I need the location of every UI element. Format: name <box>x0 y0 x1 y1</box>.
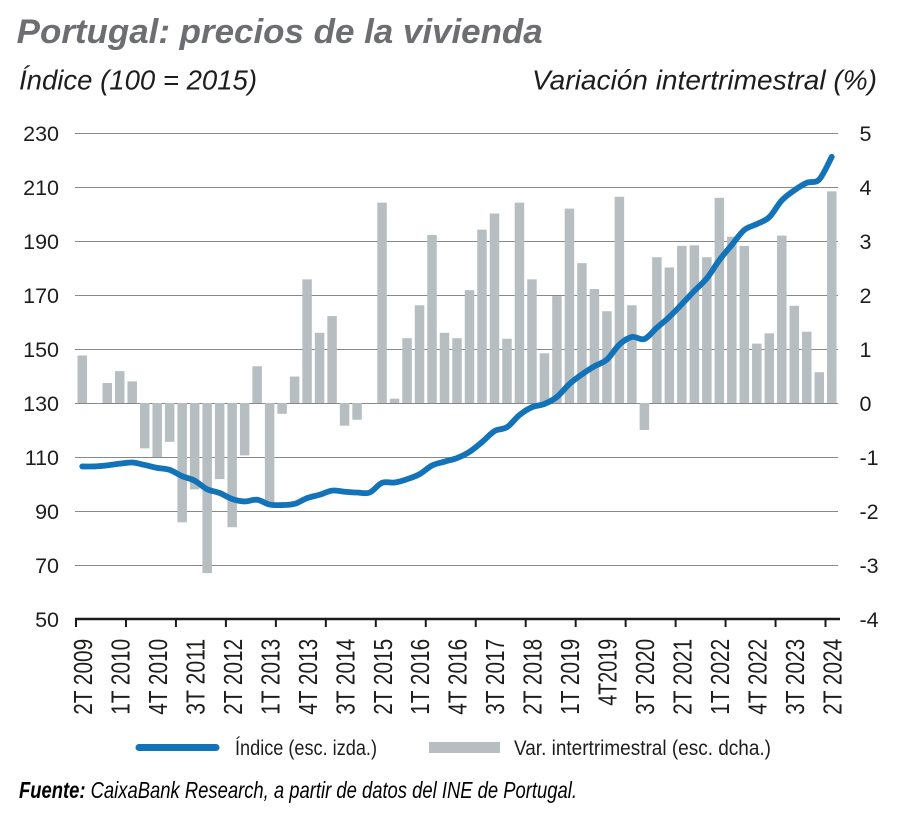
svg-text:130: 130 <box>23 392 59 416</box>
svg-text:1: 1 <box>860 338 872 362</box>
svg-text:4T 2022: 4T 2022 <box>743 639 773 715</box>
svg-text:2T 2009: 2T 2009 <box>68 639 98 715</box>
svg-text:2T 2024: 2T 2024 <box>817 639 847 715</box>
svg-text:Var. intertrimestral (esc. dch: Var. intertrimestral (esc. dcha.) <box>514 737 771 760</box>
svg-text:3: 3 <box>860 230 872 254</box>
svg-text:4T2019: 4T2019 <box>593 639 623 706</box>
svg-text:4T 2016: 4T 2016 <box>443 639 473 715</box>
svg-text:1T 2013: 1T 2013 <box>255 639 285 715</box>
svg-text:3T 2017: 3T 2017 <box>480 639 510 715</box>
svg-text:-4: -4 <box>860 608 879 632</box>
svg-text:3T 2011: 3T 2011 <box>180 639 210 715</box>
svg-text:110: 110 <box>25 446 59 470</box>
svg-text:4: 4 <box>860 176 872 200</box>
svg-text:1T 2016: 1T 2016 <box>405 639 435 715</box>
svg-text:Índice (esc. izda.): Índice (esc. izda.) <box>235 737 377 760</box>
svg-text:210: 210 <box>23 176 59 200</box>
svg-text:1T 2019: 1T 2019 <box>555 639 585 715</box>
svg-text:Fuente: CaixaBank Research, a: Fuente: CaixaBank Research, a partir de … <box>19 777 577 803</box>
svg-text:2T 2012: 2T 2012 <box>218 639 248 715</box>
svg-text:90: 90 <box>35 500 59 524</box>
svg-text:4T 2013: 4T 2013 <box>293 639 323 715</box>
svg-text:170: 170 <box>23 284 59 308</box>
svg-text:Variación intertrimestral (%): Variación intertrimestral (%) <box>532 65 877 96</box>
svg-text:3T 2023: 3T 2023 <box>780 639 810 715</box>
svg-text:0: 0 <box>860 392 872 416</box>
svg-text:150: 150 <box>23 338 59 362</box>
svg-text:3T 2014: 3T 2014 <box>330 639 360 715</box>
svg-text:2T 2021: 2T 2021 <box>668 639 698 715</box>
svg-text:3T 2020: 3T 2020 <box>630 639 660 715</box>
svg-text:Portugal: precios de la vivien: Portugal: precios de la vivienda <box>17 13 543 51</box>
svg-text:190: 190 <box>23 230 59 254</box>
svg-text:5: 5 <box>860 122 872 146</box>
svg-text:-3: -3 <box>860 554 879 578</box>
svg-text:1T 2010: 1T 2010 <box>105 639 135 715</box>
svg-text:2T 2018: 2T 2018 <box>518 639 548 715</box>
svg-text:Índice (100 = 2015): Índice (100 = 2015) <box>19 65 257 96</box>
svg-text:70: 70 <box>35 554 59 578</box>
svg-text:2T 2015: 2T 2015 <box>368 639 398 715</box>
svg-text:230: 230 <box>23 122 59 146</box>
svg-text:-1: -1 <box>860 446 879 470</box>
svg-text:4T 2010: 4T 2010 <box>143 639 173 715</box>
svg-text:-2: -2 <box>860 500 879 524</box>
svg-text:50: 50 <box>35 608 59 632</box>
svg-text:2: 2 <box>860 284 872 308</box>
svg-text:1T 2022: 1T 2022 <box>705 639 735 715</box>
